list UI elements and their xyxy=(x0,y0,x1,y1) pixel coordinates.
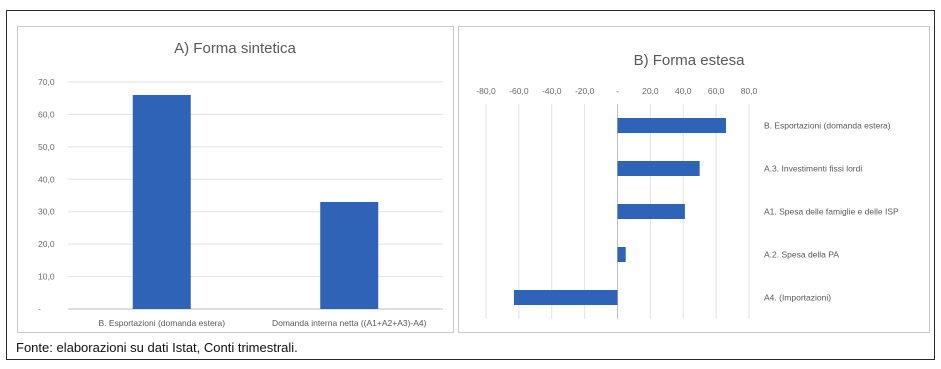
chart-a-ytick-label: 20,0 xyxy=(38,239,55,249)
chart-a-ytick-label: 40,0 xyxy=(38,174,55,184)
source-note: Fonte: elaborazioni su dati Istat, Conti… xyxy=(16,340,298,355)
chart-a-ytick-label: 60,0 xyxy=(38,109,55,119)
chart-b-xtick-label: 40,0 xyxy=(675,86,692,96)
chart-panel-b: B) Forma estesa -80,0 -60,0 -40,0 -20,0-20,… xyxy=(458,26,930,333)
chart-b-xtick-label: 80,0 xyxy=(741,86,758,96)
chart-b: B) Forma estesa -80,0 -60,0 -40,0 -20,0-20,… xyxy=(476,52,899,319)
chart-panel-a: A) Forma sintetica - 10,0 20,0 30,0 40,0 50,0… xyxy=(17,26,454,333)
chart-b-category-label: A.3. Investimenti fissi lordi xyxy=(764,164,862,174)
chart-b-xtick-label: -40,0 xyxy=(542,86,562,96)
chart-a-bar xyxy=(132,94,191,309)
chart-b-xtick-label: - xyxy=(616,86,619,96)
chart-a: A) Forma sintetica - 10,0 20,0 30,0 40,0 50,0… xyxy=(38,40,443,328)
chart-b-category-label: A.2. Spesa della PA xyxy=(764,250,839,260)
chart-a-category-label: Domanda interna netta ((A1+A2+A3)-A4) xyxy=(272,318,427,328)
chart-b-xtick-label: -20,0 xyxy=(575,86,595,96)
chart-b-xtick-label: -80,0 xyxy=(476,86,496,96)
figure-frame: A) Forma sintetica - 10,0 20,0 30,0 40,0 50,0… xyxy=(6,10,935,360)
chart-b-xtick-label: 60,0 xyxy=(708,86,725,96)
chart-b-bar xyxy=(617,247,626,262)
chart-a-category-label: B. Esportazioni (domanda estera) xyxy=(98,318,225,328)
chart-a-ytick-label: 50,0 xyxy=(38,142,55,152)
chart-b-category-label: B. Esportazioni (domanda estera) xyxy=(764,121,891,131)
chart-a-bar xyxy=(320,201,379,309)
chart-a-title: A) Forma sintetica xyxy=(174,40,296,57)
chart-a-ytick-label: 10,0 xyxy=(38,272,55,282)
chart-b-category-label: A1. Spesa delle famiglie e delle ISP xyxy=(764,207,899,217)
chart-b-xtick-label: 20,0 xyxy=(642,86,659,96)
chart-a-ytick-label: - xyxy=(38,304,41,314)
chart-b-bar xyxy=(617,204,685,219)
chart-b-bar xyxy=(617,161,700,176)
chart-b-title: B) Forma estesa xyxy=(634,52,746,69)
chart-b-bar xyxy=(513,290,618,305)
chart-b-category-label: A4. (Importazioni) xyxy=(764,293,831,303)
chart-b-xtick-label: -60,0 xyxy=(509,86,529,96)
chart-a-ytick-label: 30,0 xyxy=(38,207,55,217)
chart-a-ytick-label: 70,0 xyxy=(38,77,55,87)
chart-b-bar xyxy=(617,118,726,133)
